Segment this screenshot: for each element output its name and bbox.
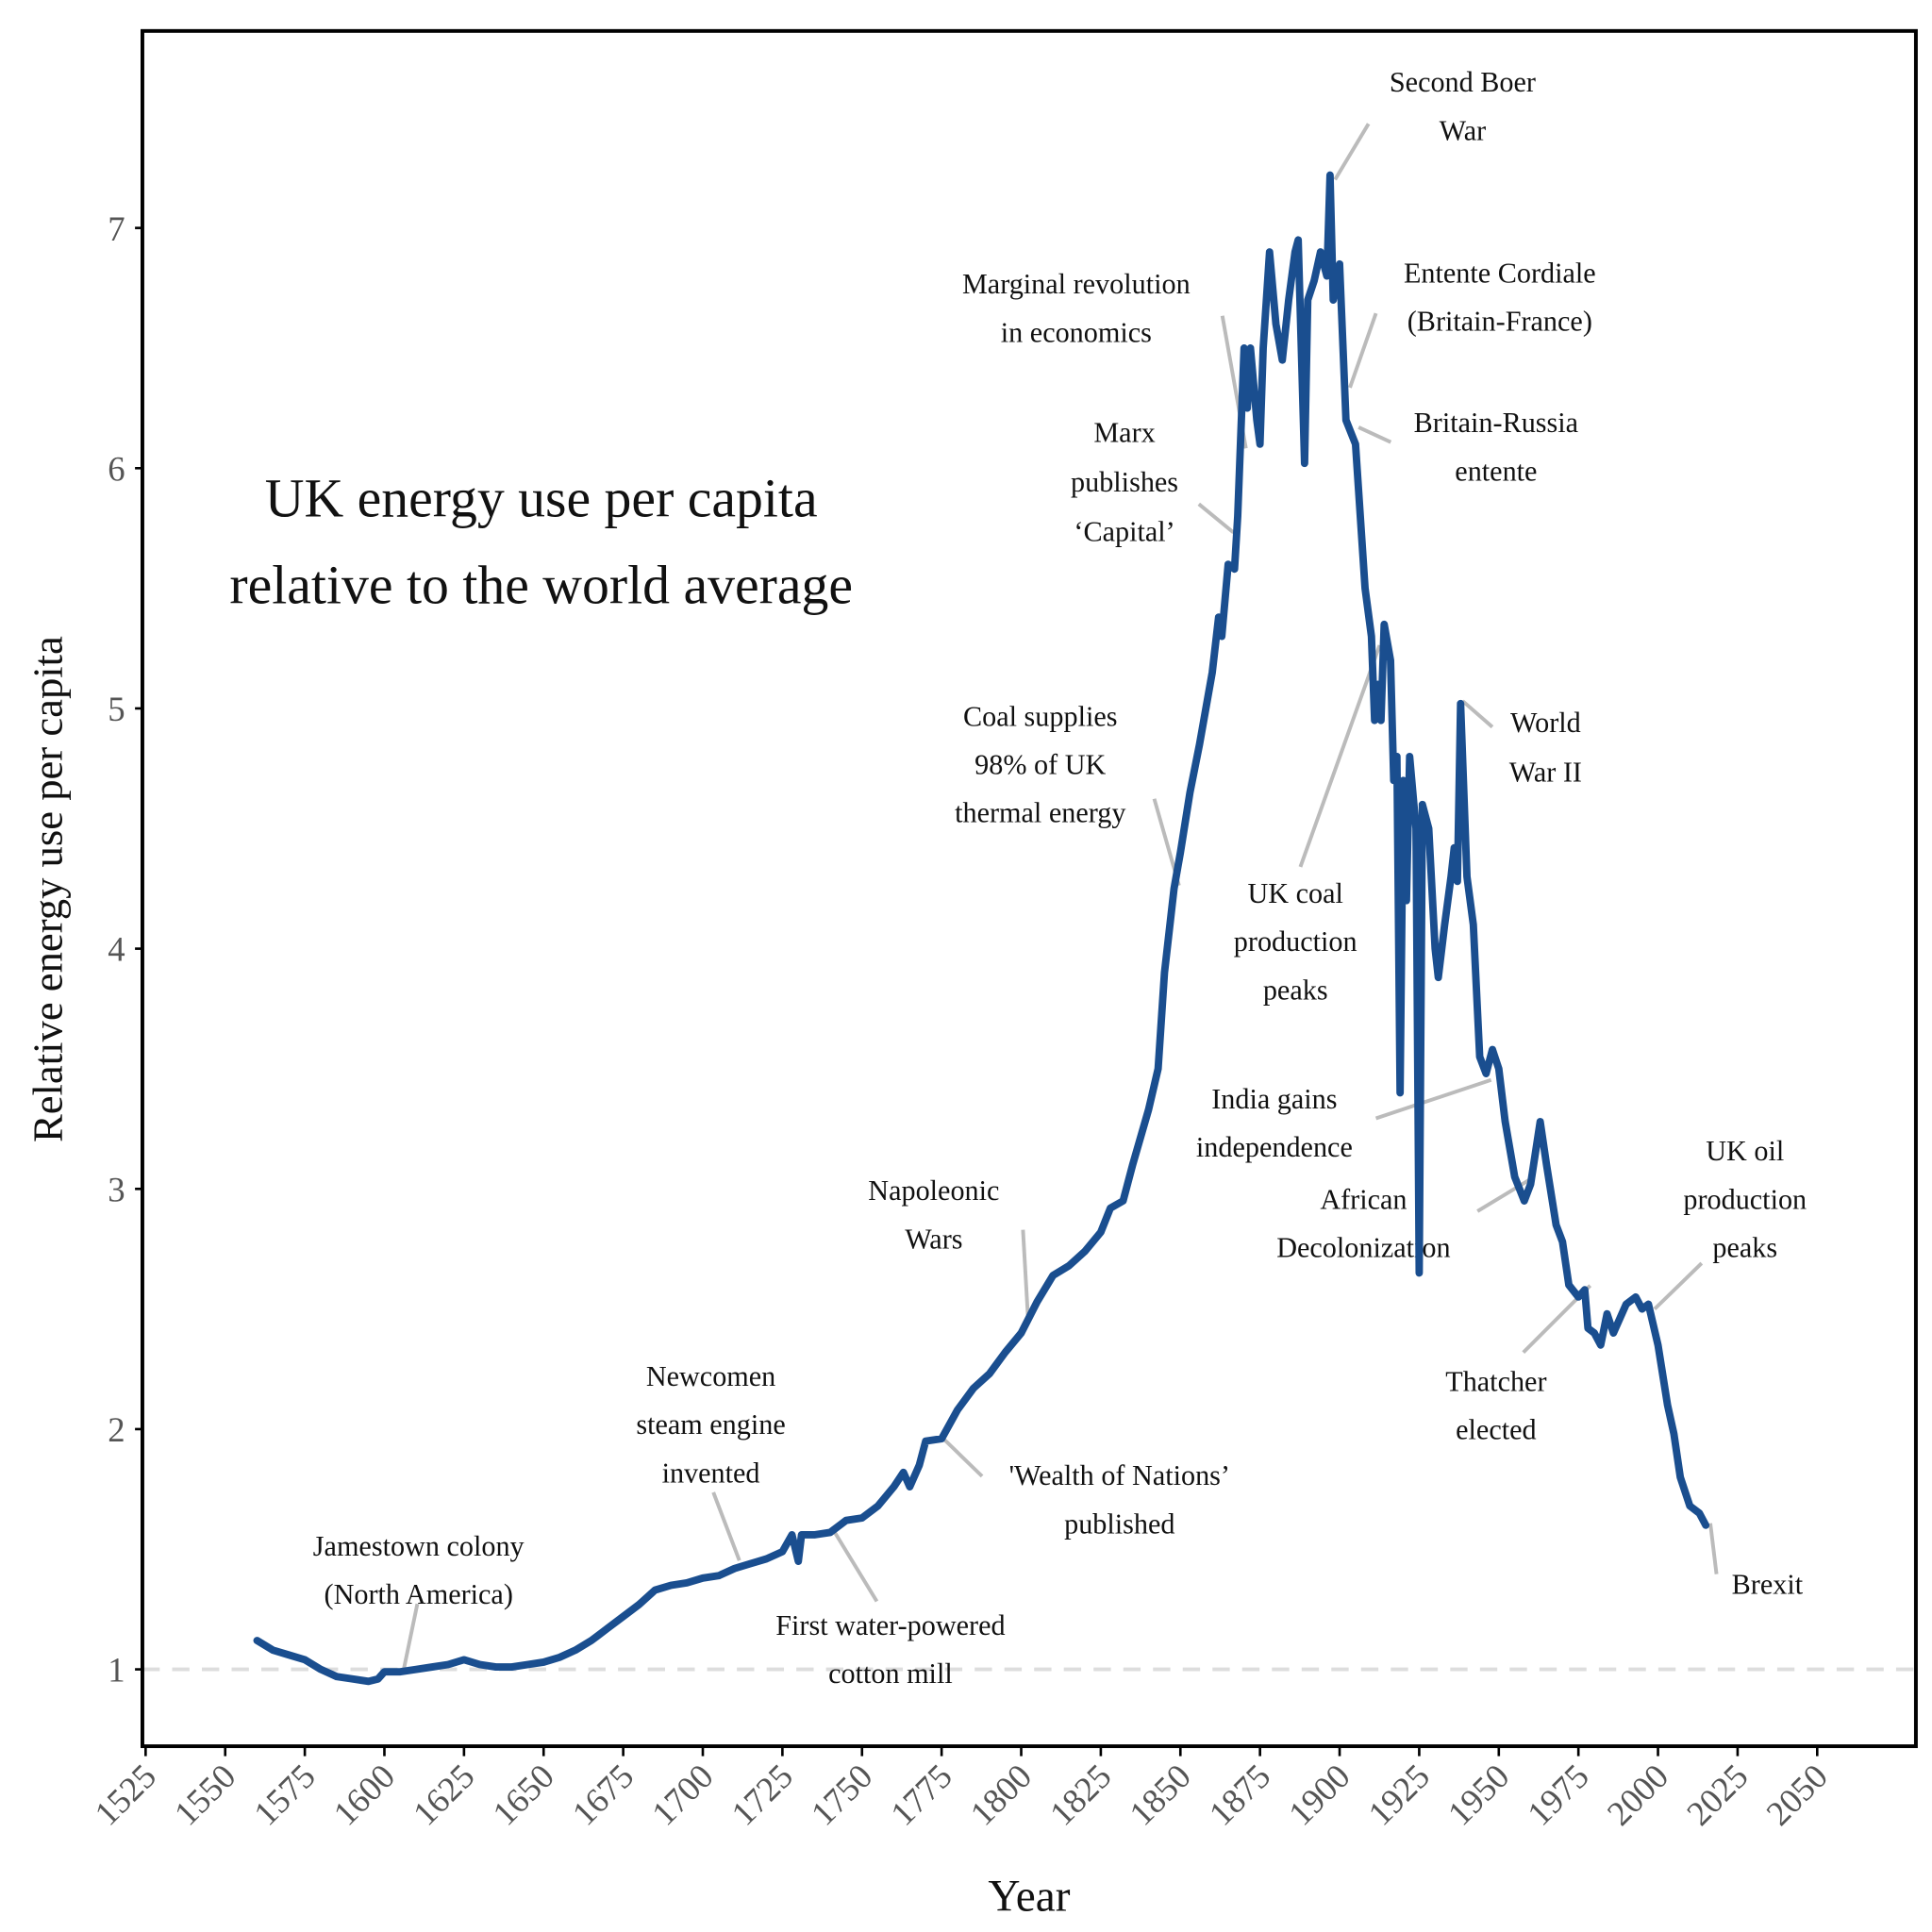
annotation-text: War II xyxy=(1509,756,1582,788)
annotation-text: India gains xyxy=(1211,1083,1337,1115)
annotation-text: publishes xyxy=(1071,466,1178,498)
annotation-text: 'Wealth of Nations’ xyxy=(1009,1459,1230,1491)
y-tick-label: 4 xyxy=(108,930,125,969)
x-axis-label: Year xyxy=(988,1873,1070,1922)
annotation-text: Entente Cordiale xyxy=(1404,257,1596,289)
annotation-text: Marginal revolution xyxy=(962,268,1191,300)
y-tick-label: 2 xyxy=(108,1410,125,1449)
annotation-text: Napoleonic xyxy=(868,1174,999,1207)
annotation-leader xyxy=(1374,1077,1492,1121)
annotation-text: World xyxy=(1510,707,1581,739)
annotation-text: 98% of UK xyxy=(974,749,1106,781)
annotation-leader xyxy=(1348,312,1378,389)
y-tick-label: 7 xyxy=(108,209,125,248)
annotation-leader xyxy=(711,1491,741,1561)
annotation-text: elected xyxy=(1456,1413,1536,1445)
annotation-text: Wars xyxy=(905,1223,962,1255)
annotation-leader xyxy=(1197,502,1235,535)
annotation-text: cotton mill xyxy=(828,1657,953,1690)
annotation-leader xyxy=(1653,1261,1704,1311)
annotation-text: entente xyxy=(1455,455,1537,487)
annotation-text: UK coal xyxy=(1247,877,1342,909)
y-tick-label: 1 xyxy=(108,1651,125,1690)
annotation-text: Brexit xyxy=(1732,1569,1804,1601)
annotation-text: Decolonization xyxy=(1276,1232,1450,1264)
annotation-text: Thatcher xyxy=(1445,1365,1546,1397)
data-line xyxy=(253,171,1710,1686)
y-tick-label: 3 xyxy=(108,1170,125,1208)
annotation-text: Coal supplies xyxy=(963,700,1118,732)
annotation-leader xyxy=(1021,1229,1030,1317)
annotation-text: peaks xyxy=(1263,974,1328,1006)
chart-title: UK energy use per capita xyxy=(265,469,818,528)
chart-title: relative to the world average xyxy=(229,556,853,615)
annotation-text: published xyxy=(1064,1507,1174,1540)
y-tick-label: 6 xyxy=(108,449,125,488)
annotation-text: (North America) xyxy=(325,1578,513,1610)
annotation-leader xyxy=(1357,425,1392,444)
annotation-text: steam engine xyxy=(636,1408,785,1441)
y-tick-label: 5 xyxy=(108,690,125,728)
annotation-text: Second Boer xyxy=(1390,66,1536,98)
annotation-text: Newcomen xyxy=(646,1360,775,1392)
y-axis-label: Relative energy use per capita xyxy=(25,636,72,1142)
annotation-text: African xyxy=(1320,1183,1407,1215)
annotation-text: ‘Capital’ xyxy=(1074,516,1174,548)
annotation-text: production xyxy=(1234,925,1357,958)
annotation-text: Jamestown colony xyxy=(313,1530,525,1562)
annotation-leader xyxy=(830,1526,879,1603)
annotation-leader xyxy=(1708,1523,1719,1574)
annotation-text: in economics xyxy=(1001,316,1152,348)
annotation-leader xyxy=(940,1435,984,1478)
annotation-text: First water-powered xyxy=(775,1609,1005,1641)
annotation-text: UK oil xyxy=(1706,1135,1784,1167)
annotation-text: Britain-Russia xyxy=(1414,407,1578,439)
annotation-text: invented xyxy=(662,1457,760,1489)
annotation-text: thermal energy xyxy=(955,797,1125,829)
annotation-leader xyxy=(402,1603,420,1671)
annotation-leader xyxy=(1461,699,1494,729)
annotation-leader xyxy=(1476,1177,1532,1213)
annotation-text: peaks xyxy=(1712,1232,1777,1264)
annotation-text: production xyxy=(1683,1183,1807,1215)
annotation-leader xyxy=(1298,644,1382,868)
annotation-text: War xyxy=(1440,114,1487,146)
annotation-text: independence xyxy=(1196,1131,1353,1163)
annotation-text: (Britain-France) xyxy=(1407,306,1592,338)
plot-frame xyxy=(141,28,1918,1749)
annotation-leader xyxy=(1333,123,1371,181)
annotation-text: Marx xyxy=(1093,417,1155,449)
